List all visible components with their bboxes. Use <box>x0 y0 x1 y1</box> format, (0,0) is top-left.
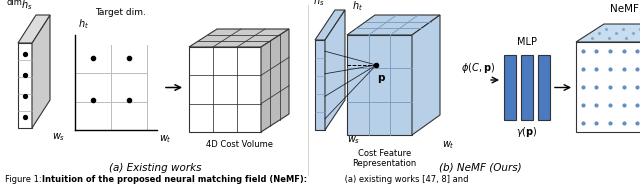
Polygon shape <box>347 35 412 135</box>
Text: (a) Existing works: (a) Existing works <box>109 163 201 173</box>
Polygon shape <box>18 15 50 43</box>
Polygon shape <box>315 10 345 40</box>
Text: $\gamma(\mathbf{p})$: $\gamma(\mathbf{p})$ <box>516 125 538 139</box>
Text: $\mathbf{p}$: $\mathbf{p}$ <box>377 73 387 85</box>
Polygon shape <box>576 42 640 132</box>
Bar <box>521 55 533 120</box>
Polygon shape <box>315 40 325 130</box>
Text: $w_s$: $w_s$ <box>52 131 65 143</box>
Text: 4D Cost Volume: 4D Cost Volume <box>205 140 273 149</box>
Polygon shape <box>412 15 440 135</box>
Polygon shape <box>261 29 289 132</box>
Text: $w_t$: $w_t$ <box>442 139 455 151</box>
Text: MLP: MLP <box>517 37 537 47</box>
Text: (a) existing works [47, 8] and: (a) existing works [47, 8] and <box>342 174 468 184</box>
Text: Figure 1:: Figure 1: <box>5 174 44 184</box>
Polygon shape <box>189 47 261 132</box>
Polygon shape <box>347 15 440 35</box>
Polygon shape <box>32 15 50 128</box>
Text: $h_t$: $h_t$ <box>78 17 89 31</box>
Polygon shape <box>18 43 32 128</box>
Text: $h_s$: $h_s$ <box>21 0 33 12</box>
Polygon shape <box>189 29 289 47</box>
Text: NeMF: NeMF <box>609 4 639 14</box>
Text: Target dim.: Target dim. <box>95 8 147 17</box>
Text: Source
dim.: Source dim. <box>1 0 31 7</box>
Bar <box>504 55 516 120</box>
Text: Cost Feature
Representation: Cost Feature Representation <box>353 149 417 168</box>
Text: $w_s$: $w_s$ <box>347 134 360 146</box>
Text: $h_s$: $h_s$ <box>313 0 324 8</box>
Polygon shape <box>576 24 640 42</box>
Text: $\phi(C, \mathbf{p})$: $\phi(C, \mathbf{p})$ <box>461 61 495 75</box>
Text: $h_t$: $h_t$ <box>352 0 363 13</box>
Polygon shape <box>325 10 345 130</box>
Text: (b) NeMF (Ours): (b) NeMF (Ours) <box>438 163 522 173</box>
Text: $w_t$: $w_t$ <box>159 133 172 145</box>
Text: Intuition of the proposed neural matching field (NeMF):: Intuition of the proposed neural matchin… <box>42 174 307 184</box>
Bar <box>538 55 550 120</box>
